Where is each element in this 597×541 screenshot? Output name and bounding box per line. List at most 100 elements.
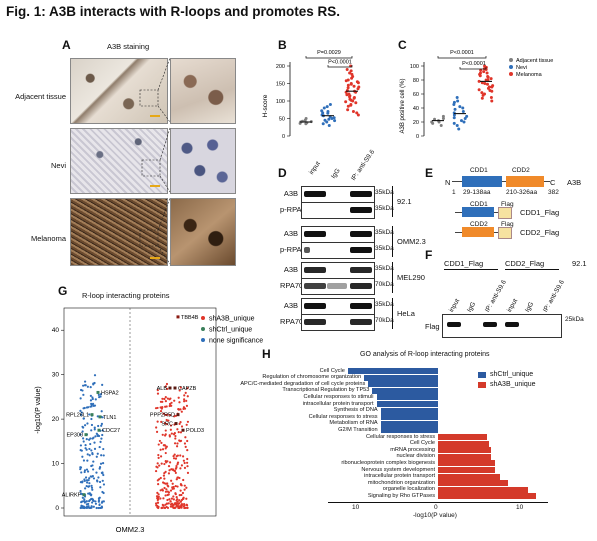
g-point-none (100, 422, 104, 425)
g-point-shA3B (169, 489, 173, 492)
g-point-shA3B (170, 479, 173, 482)
h-score-point (321, 111, 325, 115)
go-term-label: Cell Cycle (409, 440, 435, 447)
h-score-point (346, 108, 350, 112)
g-point-shA3B (168, 469, 171, 472)
g-point-shA3B (172, 506, 175, 509)
d-band (350, 267, 372, 273)
g-point-shA3B (185, 404, 189, 407)
g-point-none (94, 435, 97, 438)
g-point-none (96, 415, 99, 418)
g-point-none (97, 476, 100, 479)
g-point-shA3B (179, 489, 182, 492)
e-c1-flag-box (498, 207, 512, 219)
e-cdd1-range: 29-138aa (463, 189, 491, 196)
d-band (350, 283, 372, 289)
a3b-legend-label: Adjacent tissue (516, 58, 553, 64)
figure-title: Fig. 1: A3B interacts with R-loops and p… (6, 4, 341, 19)
g-point-shA3B (168, 413, 172, 417)
panel-label-c: C (398, 38, 407, 52)
h-score-tick-label: 100 (276, 99, 285, 105)
g-point-shA3B (172, 503, 175, 506)
d-row-label: RPA70 (280, 281, 304, 290)
g-point-shA3B (155, 495, 159, 498)
g-point-none (93, 404, 97, 407)
g-point-none (91, 402, 95, 406)
go-bar-shCtrl (380, 427, 438, 434)
g-point-shA3B (186, 471, 190, 474)
a3b-positive-point (457, 127, 461, 131)
g-point-shA3B (183, 488, 186, 491)
g-point-none (98, 396, 101, 399)
g-point-shA3B (183, 394, 186, 397)
g-point-none (95, 455, 98, 458)
g-point-shA3B (164, 494, 167, 497)
g-point-shA3B (170, 401, 173, 404)
g-point-shA3B (164, 490, 168, 493)
g-point-shA3B (162, 412, 165, 415)
g-point-shA3B (180, 498, 184, 502)
go-term-label: intracellular protein transport (364, 473, 435, 480)
g-point-shA3B (169, 500, 172, 503)
go-term-label: organelle localization (382, 486, 435, 493)
g-point-none (85, 468, 89, 471)
a3b-positive-point (441, 114, 445, 118)
a3b-positive-point (433, 117, 437, 121)
g-point-shA3B (186, 395, 189, 398)
g-point-none (82, 384, 85, 387)
g-point-none (101, 433, 104, 437)
g-point-none (99, 486, 102, 489)
g-point-shA3B (163, 444, 166, 447)
row-label-adjacent: Adjacent tissue (15, 92, 66, 101)
g-point-shA3B (156, 497, 159, 500)
h-title: GO analysis of R-loop interacting protei… (360, 351, 490, 358)
g-point-shA3B (163, 506, 166, 509)
g-point-shA3B (164, 413, 167, 417)
g-point-shA3B (168, 461, 172, 464)
go-term-label: Nervous system development (361, 466, 435, 473)
g-point-none (85, 506, 89, 510)
panel-label-f: F (425, 248, 433, 262)
a3b-positive-point (480, 91, 484, 95)
g-point-none (79, 433, 82, 436)
go-bar-shA3B (438, 480, 508, 487)
a3b-positive-tick-label: 40 (413, 106, 419, 112)
h-score-point (349, 98, 353, 102)
go-term-label: APC/C-mediated degradation of cell cycle… (240, 380, 366, 387)
g-point-none (99, 462, 103, 465)
g-point-shA3B (157, 453, 160, 457)
g-point-none (84, 444, 87, 447)
g-tick-label: 0 (55, 505, 59, 512)
d-band (350, 319, 372, 325)
g-point-none (85, 448, 88, 451)
d-band (350, 303, 372, 309)
g-point-shA3B (174, 457, 178, 460)
e-cdd2-box (506, 176, 544, 187)
g-point-shA3B (177, 408, 180, 411)
g-point-shA3B (161, 397, 164, 400)
f-cell-line: 92.1 (572, 259, 587, 268)
e-c2-flag-box (498, 227, 512, 239)
e-construct1: CDD1_Flag (520, 208, 560, 217)
g-point-shA3B (167, 419, 170, 422)
g-point-none (85, 503, 88, 506)
g-point-none (102, 473, 105, 477)
go-term-label: Cellular responses to stimuli (303, 393, 374, 400)
g-point-none (90, 486, 94, 489)
g-point-none (82, 500, 86, 503)
g-point-shA3B (158, 478, 161, 481)
g-point-shA3B (174, 493, 177, 496)
g-point-shA3B (179, 386, 182, 389)
g-point-shA3B (172, 457, 176, 460)
a3b-positive-tick-label: 0 (416, 134, 419, 140)
g-point-shA3B (163, 486, 166, 490)
h-score-tick-label: 150 (276, 82, 285, 88)
g-point-shA3B (164, 400, 167, 403)
g-point-shA3B (178, 422, 181, 425)
g-point-shA3B (177, 431, 180, 434)
g-point-none (89, 442, 92, 446)
g-point-shCtrl (84, 433, 88, 437)
go-bar-shA3B (438, 473, 500, 480)
g-point-none (82, 417, 85, 420)
g-point-none (81, 481, 84, 484)
